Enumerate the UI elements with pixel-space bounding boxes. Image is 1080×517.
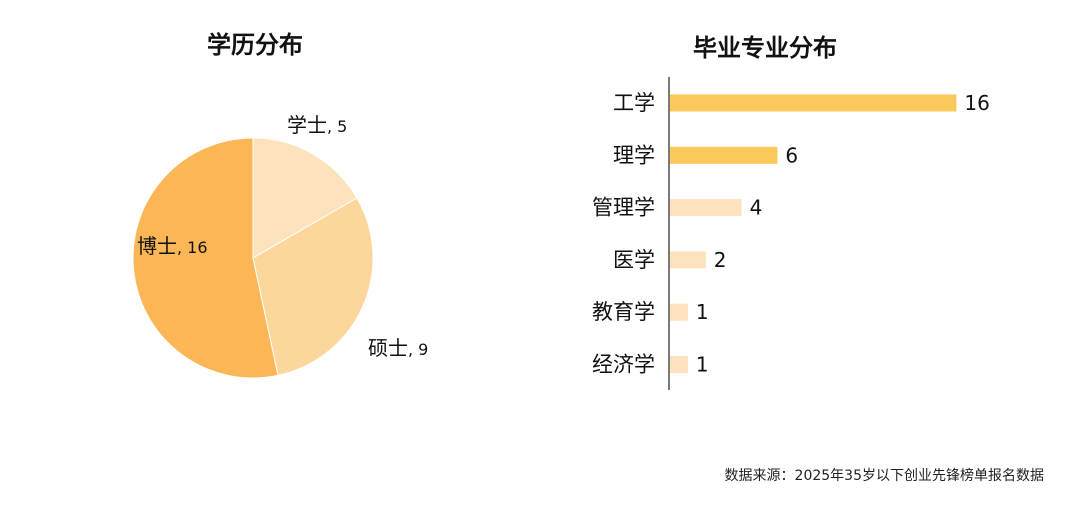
bar-category-label-1: 理学 xyxy=(613,143,655,167)
bar-category-label-3: 医学 xyxy=(613,248,655,272)
bar-chart-title: 毕业专业分布 xyxy=(693,34,837,62)
bar-category-label-2: 管理学 xyxy=(592,196,655,220)
bar-category-label-4: 教育学 xyxy=(592,300,655,324)
bar-value-label-4: 1 xyxy=(696,300,709,324)
pie-slice-2 xyxy=(132,137,279,379)
bar-value-label-5: 1 xyxy=(696,353,709,377)
bar-3 xyxy=(670,251,706,269)
education-pie-chart: 学士, 5 硕士, 9 博士, 16 xyxy=(132,113,428,379)
pie-label-1: 硕士, 9 xyxy=(368,336,428,360)
bar-value-label-0: 16 xyxy=(964,91,989,115)
data-source-note: 数据来源：2025年35岁以下创业先锋榜单报名数据 xyxy=(724,468,1044,484)
bar-value-label-3: 2 xyxy=(714,248,727,272)
pie-chart-title: 学历分布 xyxy=(207,31,303,59)
bar-4 xyxy=(670,303,688,321)
pie-label-0: 学士, 5 xyxy=(287,113,347,137)
bar-2 xyxy=(670,199,742,217)
bar-0 xyxy=(670,94,957,112)
major-bar-chart: 工学 16 理学 6 管理学 4 医学 2 教育学 1 经济学 1 xyxy=(592,77,990,390)
bar-category-label-5: 经济学 xyxy=(592,353,655,377)
bar-value-label-2: 4 xyxy=(750,196,763,220)
bar-1 xyxy=(670,146,778,164)
bar-category-label-0: 工学 xyxy=(613,91,655,115)
bar-5 xyxy=(670,356,688,373)
pie-slice-1 xyxy=(252,197,374,376)
bar-value-label-1: 6 xyxy=(785,143,798,167)
pie-slice-0 xyxy=(252,137,358,259)
pie-label-2: 博士, 16 xyxy=(137,234,208,258)
